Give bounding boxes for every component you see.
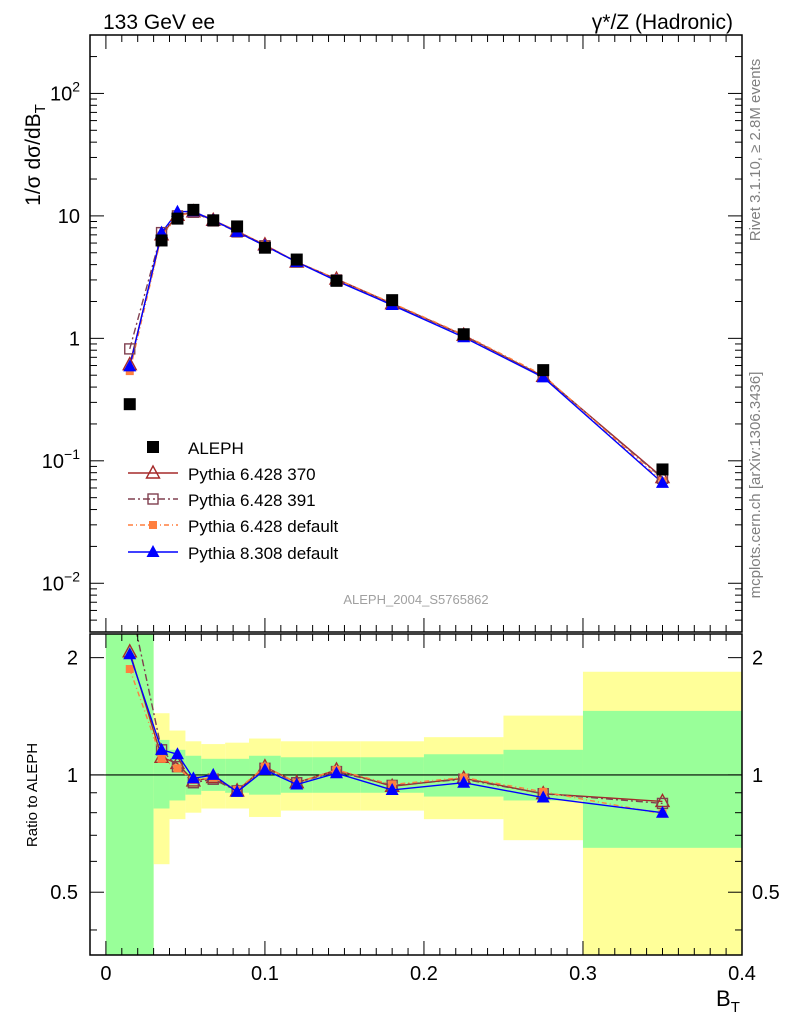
ratio-y-axis-label: Ratio to ALEPH (24, 743, 41, 847)
x-tick-label: 0.1 (251, 963, 279, 985)
legend-label: Pythia 6.428 default (188, 517, 339, 536)
aleph-data-point (207, 214, 220, 227)
ratio-point (258, 762, 272, 775)
ratio-point (157, 754, 166, 763)
x-axis-label-sub: T (731, 999, 740, 1016)
main-series (122, 203, 671, 488)
aleph-data-point (656, 463, 669, 476)
tick-exponent: −2 (64, 568, 80, 584)
ratio-point (536, 790, 550, 803)
x-axis-label-main: B (716, 986, 731, 1011)
ratio-point (290, 777, 304, 790)
tick-exponent: 2 (72, 78, 80, 94)
aleph-data-point (537, 364, 550, 377)
ratio-y-tick-label-right: 2 (752, 648, 763, 670)
ratio-y-ticks: 0.5 0.5 1 1 2 2 (50, 648, 780, 931)
ratio-point (385, 782, 399, 795)
legend-label: ALEPH (188, 439, 244, 458)
rivet-label: Rivet 3.1.10, ≥ 2.8M events (747, 59, 764, 242)
main-y-tick-label: 10−1 (42, 446, 80, 473)
x-tick-label: 0 (100, 963, 111, 985)
x-ticks: 0 0.1 0.2 0.3 0.4 (89, 35, 756, 985)
legend-entry: Pythia 6.428 391 (128, 491, 316, 510)
x-tick-label: 0.3 (569, 963, 597, 985)
ratio-point (173, 764, 182, 773)
mcplots-label: mcplots.cern.ch [arXiv:1306.3436] (747, 372, 764, 599)
ratio-point (155, 742, 169, 755)
legend-marker (149, 521, 157, 529)
main-y-tick-label: 102 (50, 78, 80, 105)
main-point (536, 370, 550, 383)
legend-entry: Pythia 6.428 370 (128, 464, 316, 484)
aleph-data-point (231, 220, 244, 233)
ratio-frame (89, 633, 743, 956)
legend-entry: Pythia 6.428 default (128, 517, 339, 536)
aleph-data-point (123, 398, 136, 411)
legend-marker (146, 545, 160, 557)
header-right: γ*/Z (Hadronic) (592, 11, 733, 34)
aleph-data-point (330, 274, 343, 287)
main-y-axis-label-sub: T (32, 104, 49, 113)
ratio-point (206, 767, 220, 780)
tick-exponent: −1 (64, 446, 80, 462)
main-y-tick-label: 10 (58, 206, 80, 228)
ratio-point (329, 766, 343, 779)
header-left: 133 GeV ee (103, 11, 215, 34)
tick-base: 10 (42, 451, 64, 473)
ratio-panel: 0 0.1 0.2 0.3 0.4 0.5 0.5 1 1 2 2 (50, 35, 780, 985)
aleph-data-point (290, 253, 303, 266)
main-frame (89, 34, 743, 633)
aleph-data-point (386, 294, 399, 307)
aleph-data-point (187, 203, 200, 216)
main-y-tick-label: 10−2 (42, 568, 80, 595)
ratio-y-tick-label: 0.5 (50, 882, 78, 904)
main-y-tick-label: 1 (69, 328, 80, 350)
tick-base: 10 (42, 573, 64, 595)
aleph-data-point (171, 212, 184, 225)
legend-entry: ALEPH (147, 439, 244, 458)
legend-label: Pythia 6.428 391 (188, 491, 316, 510)
main-y-axis-label-main: 1/σ dσ/dB (22, 113, 45, 205)
legend-label: Pythia 8.308 default (188, 544, 339, 563)
main-point (123, 359, 137, 372)
main-line-pythia-6-428-370 (129, 211, 663, 479)
ratio-y-tick-label: 2 (67, 648, 78, 670)
legend-marker (145, 464, 161, 479)
legend: ALEPH Pythia 6.428 370 Pythia 6.428 391 Pyt… (128, 439, 339, 563)
ratio-bands (105, 634, 742, 955)
uncertainty-band-green (105, 634, 154, 955)
legend-marker (147, 441, 159, 453)
ratio-point (457, 775, 471, 788)
ratio-point (655, 805, 669, 818)
ratio-y-tick-label: 1 (67, 765, 78, 787)
aleph-data-point (258, 241, 271, 254)
main-y-axis-label: 1/σ dσ/dBT (22, 104, 49, 206)
main-point (124, 343, 136, 355)
aleph-data-point (457, 328, 470, 341)
x-axis-label: BT (716, 986, 740, 1016)
ratio-point (230, 784, 244, 797)
legend-marker (147, 493, 159, 505)
legend-label: Pythia 6.428 370 (188, 465, 316, 484)
uncertainty-band-green (582, 710, 742, 848)
ratio-point (125, 665, 134, 674)
ratio-series (122, 634, 671, 818)
ratio-y-tick-label-right: 1 (752, 765, 763, 787)
main-point (655, 475, 669, 488)
ratio-point (123, 647, 137, 660)
x-tick-label: 0.2 (410, 963, 438, 985)
ratio-y-tick-label-right: 0.5 (752, 882, 780, 904)
tick-base: 10 (50, 83, 72, 105)
ratio-point (186, 771, 200, 784)
legend-entry: Pythia 8.308 default (128, 544, 339, 563)
x-tick-label: 0.4 (728, 963, 756, 985)
analysis-watermark: ALEPH_2004_S5765862 (343, 592, 488, 607)
aleph-data-point (155, 234, 168, 247)
ratio-point (170, 747, 184, 760)
